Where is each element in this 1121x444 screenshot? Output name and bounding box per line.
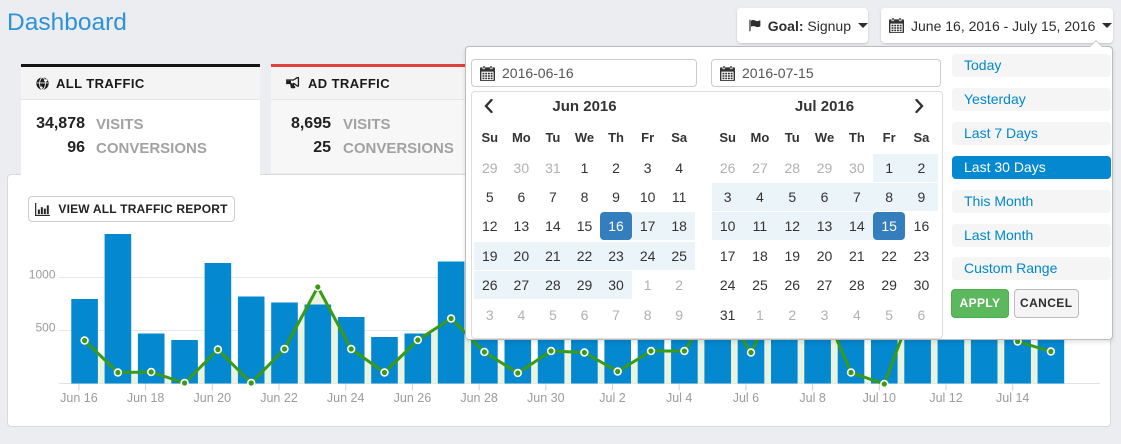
- svg-text:Jul 8: Jul 8: [799, 391, 825, 405]
- svg-text:Jun 30: Jun 30: [527, 391, 565, 405]
- svg-text:Jul 10: Jul 10: [863, 391, 896, 405]
- svg-text:Jul 12: Jul 12: [929, 391, 962, 405]
- svg-text:1000: 1000: [29, 268, 56, 282]
- svg-text:Jun 28: Jun 28: [460, 391, 498, 405]
- svg-text:500: 500: [35, 321, 55, 335]
- svg-text:Jun 18: Jun 18: [127, 391, 165, 405]
- svg-text:Jun 20: Jun 20: [194, 391, 232, 405]
- svg-text:Jun 16: Jun 16: [60, 391, 98, 405]
- svg-text:Jul 2: Jul 2: [599, 391, 625, 405]
- svg-text:Jul 4: Jul 4: [666, 391, 692, 405]
- svg-text:Jul 14: Jul 14: [996, 391, 1029, 405]
- svg-text:Jun 24: Jun 24: [327, 391, 365, 405]
- svg-text:Jun 22: Jun 22: [260, 391, 298, 405]
- svg-text:Jul 6: Jul 6: [733, 391, 759, 405]
- svg-text:Jun 26: Jun 26: [394, 391, 432, 405]
